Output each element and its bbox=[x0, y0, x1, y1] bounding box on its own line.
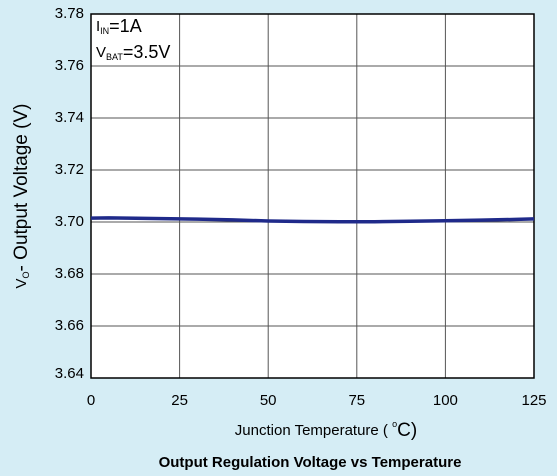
x-tick-label: 25 bbox=[171, 392, 188, 409]
plot-frame bbox=[90, 13, 535, 379]
plot-area bbox=[91, 14, 534, 378]
y-tick-label: 3.74 bbox=[55, 109, 84, 126]
annotation: VBAT=3.5V bbox=[96, 42, 170, 63]
x-axis-label-part: o bbox=[392, 419, 397, 429]
x-tick-label: 50 bbox=[260, 392, 277, 409]
x-tick-label: 100 bbox=[433, 392, 458, 409]
y-axis-label-part: V bbox=[13, 278, 30, 288]
x-axis-label-part: C) bbox=[397, 420, 417, 441]
chart-title: Output Regulation Voltage vs Temperature bbox=[159, 454, 462, 471]
y-tick-label: 3.78 bbox=[55, 5, 84, 22]
annotation-part: V bbox=[96, 44, 106, 61]
annotation-part: IN bbox=[100, 26, 109, 36]
y-axis-label: VO- Output Voltage (V) bbox=[11, 104, 32, 289]
y-tick-label: 3.72 bbox=[55, 161, 84, 178]
y-tick-label: 3.64 bbox=[55, 365, 84, 382]
x-axis-label: Junction Temperature ( oC) bbox=[235, 419, 417, 441]
x-axis-label-part: Junction Temperature ( bbox=[235, 422, 392, 439]
x-tick-label: 0 bbox=[87, 392, 95, 409]
y-tick-label: 3.66 bbox=[55, 317, 84, 334]
annotation: IIN=1A bbox=[96, 16, 142, 37]
y-axis-label-part: - Output Voltage (V) bbox=[11, 104, 32, 272]
annotation-part: =3.5V bbox=[123, 42, 171, 62]
annotation-part: BAT bbox=[106, 52, 123, 62]
annotation-part: =1A bbox=[109, 16, 142, 36]
annotation-part: I bbox=[96, 18, 100, 35]
x-tick-label: 125 bbox=[521, 392, 546, 409]
y-axis-label-part: O bbox=[21, 271, 31, 278]
data-line bbox=[90, 216, 535, 224]
x-tick-label: 75 bbox=[348, 392, 365, 409]
y-tick-label: 3.68 bbox=[55, 265, 84, 282]
y-tick-label: 3.70 bbox=[55, 213, 84, 230]
y-tick-label: 3.76 bbox=[55, 57, 84, 74]
